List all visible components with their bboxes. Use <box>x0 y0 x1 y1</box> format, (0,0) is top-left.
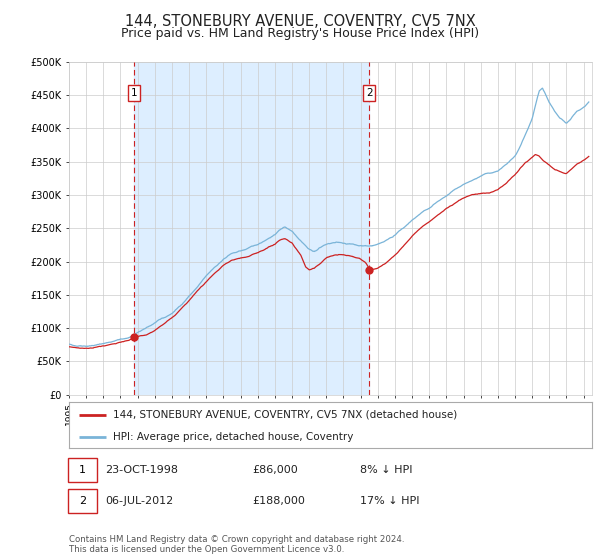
Text: 06-JUL-2012: 06-JUL-2012 <box>105 496 173 506</box>
Text: 1: 1 <box>131 88 137 98</box>
Text: 1: 1 <box>79 465 86 475</box>
Text: Contains HM Land Registry data © Crown copyright and database right 2024.
This d: Contains HM Land Registry data © Crown c… <box>69 535 404 554</box>
Bar <box>134 62 370 395</box>
Text: 8% ↓ HPI: 8% ↓ HPI <box>360 465 413 475</box>
Text: HPI: Average price, detached house, Coventry: HPI: Average price, detached house, Cove… <box>113 432 354 441</box>
Text: £86,000: £86,000 <box>252 465 298 475</box>
Text: 17% ↓ HPI: 17% ↓ HPI <box>360 496 419 506</box>
Text: Price paid vs. HM Land Registry's House Price Index (HPI): Price paid vs. HM Land Registry's House … <box>121 27 479 40</box>
Text: 2: 2 <box>79 496 86 506</box>
Text: £188,000: £188,000 <box>252 496 305 506</box>
Text: 144, STONEBURY AVENUE, COVENTRY, CV5 7NX: 144, STONEBURY AVENUE, COVENTRY, CV5 7NX <box>125 14 475 29</box>
Text: 144, STONEBURY AVENUE, COVENTRY, CV5 7NX (detached house): 144, STONEBURY AVENUE, COVENTRY, CV5 7NX… <box>113 410 458 420</box>
Text: 2: 2 <box>366 88 373 98</box>
Text: 23-OCT-1998: 23-OCT-1998 <box>105 465 178 475</box>
